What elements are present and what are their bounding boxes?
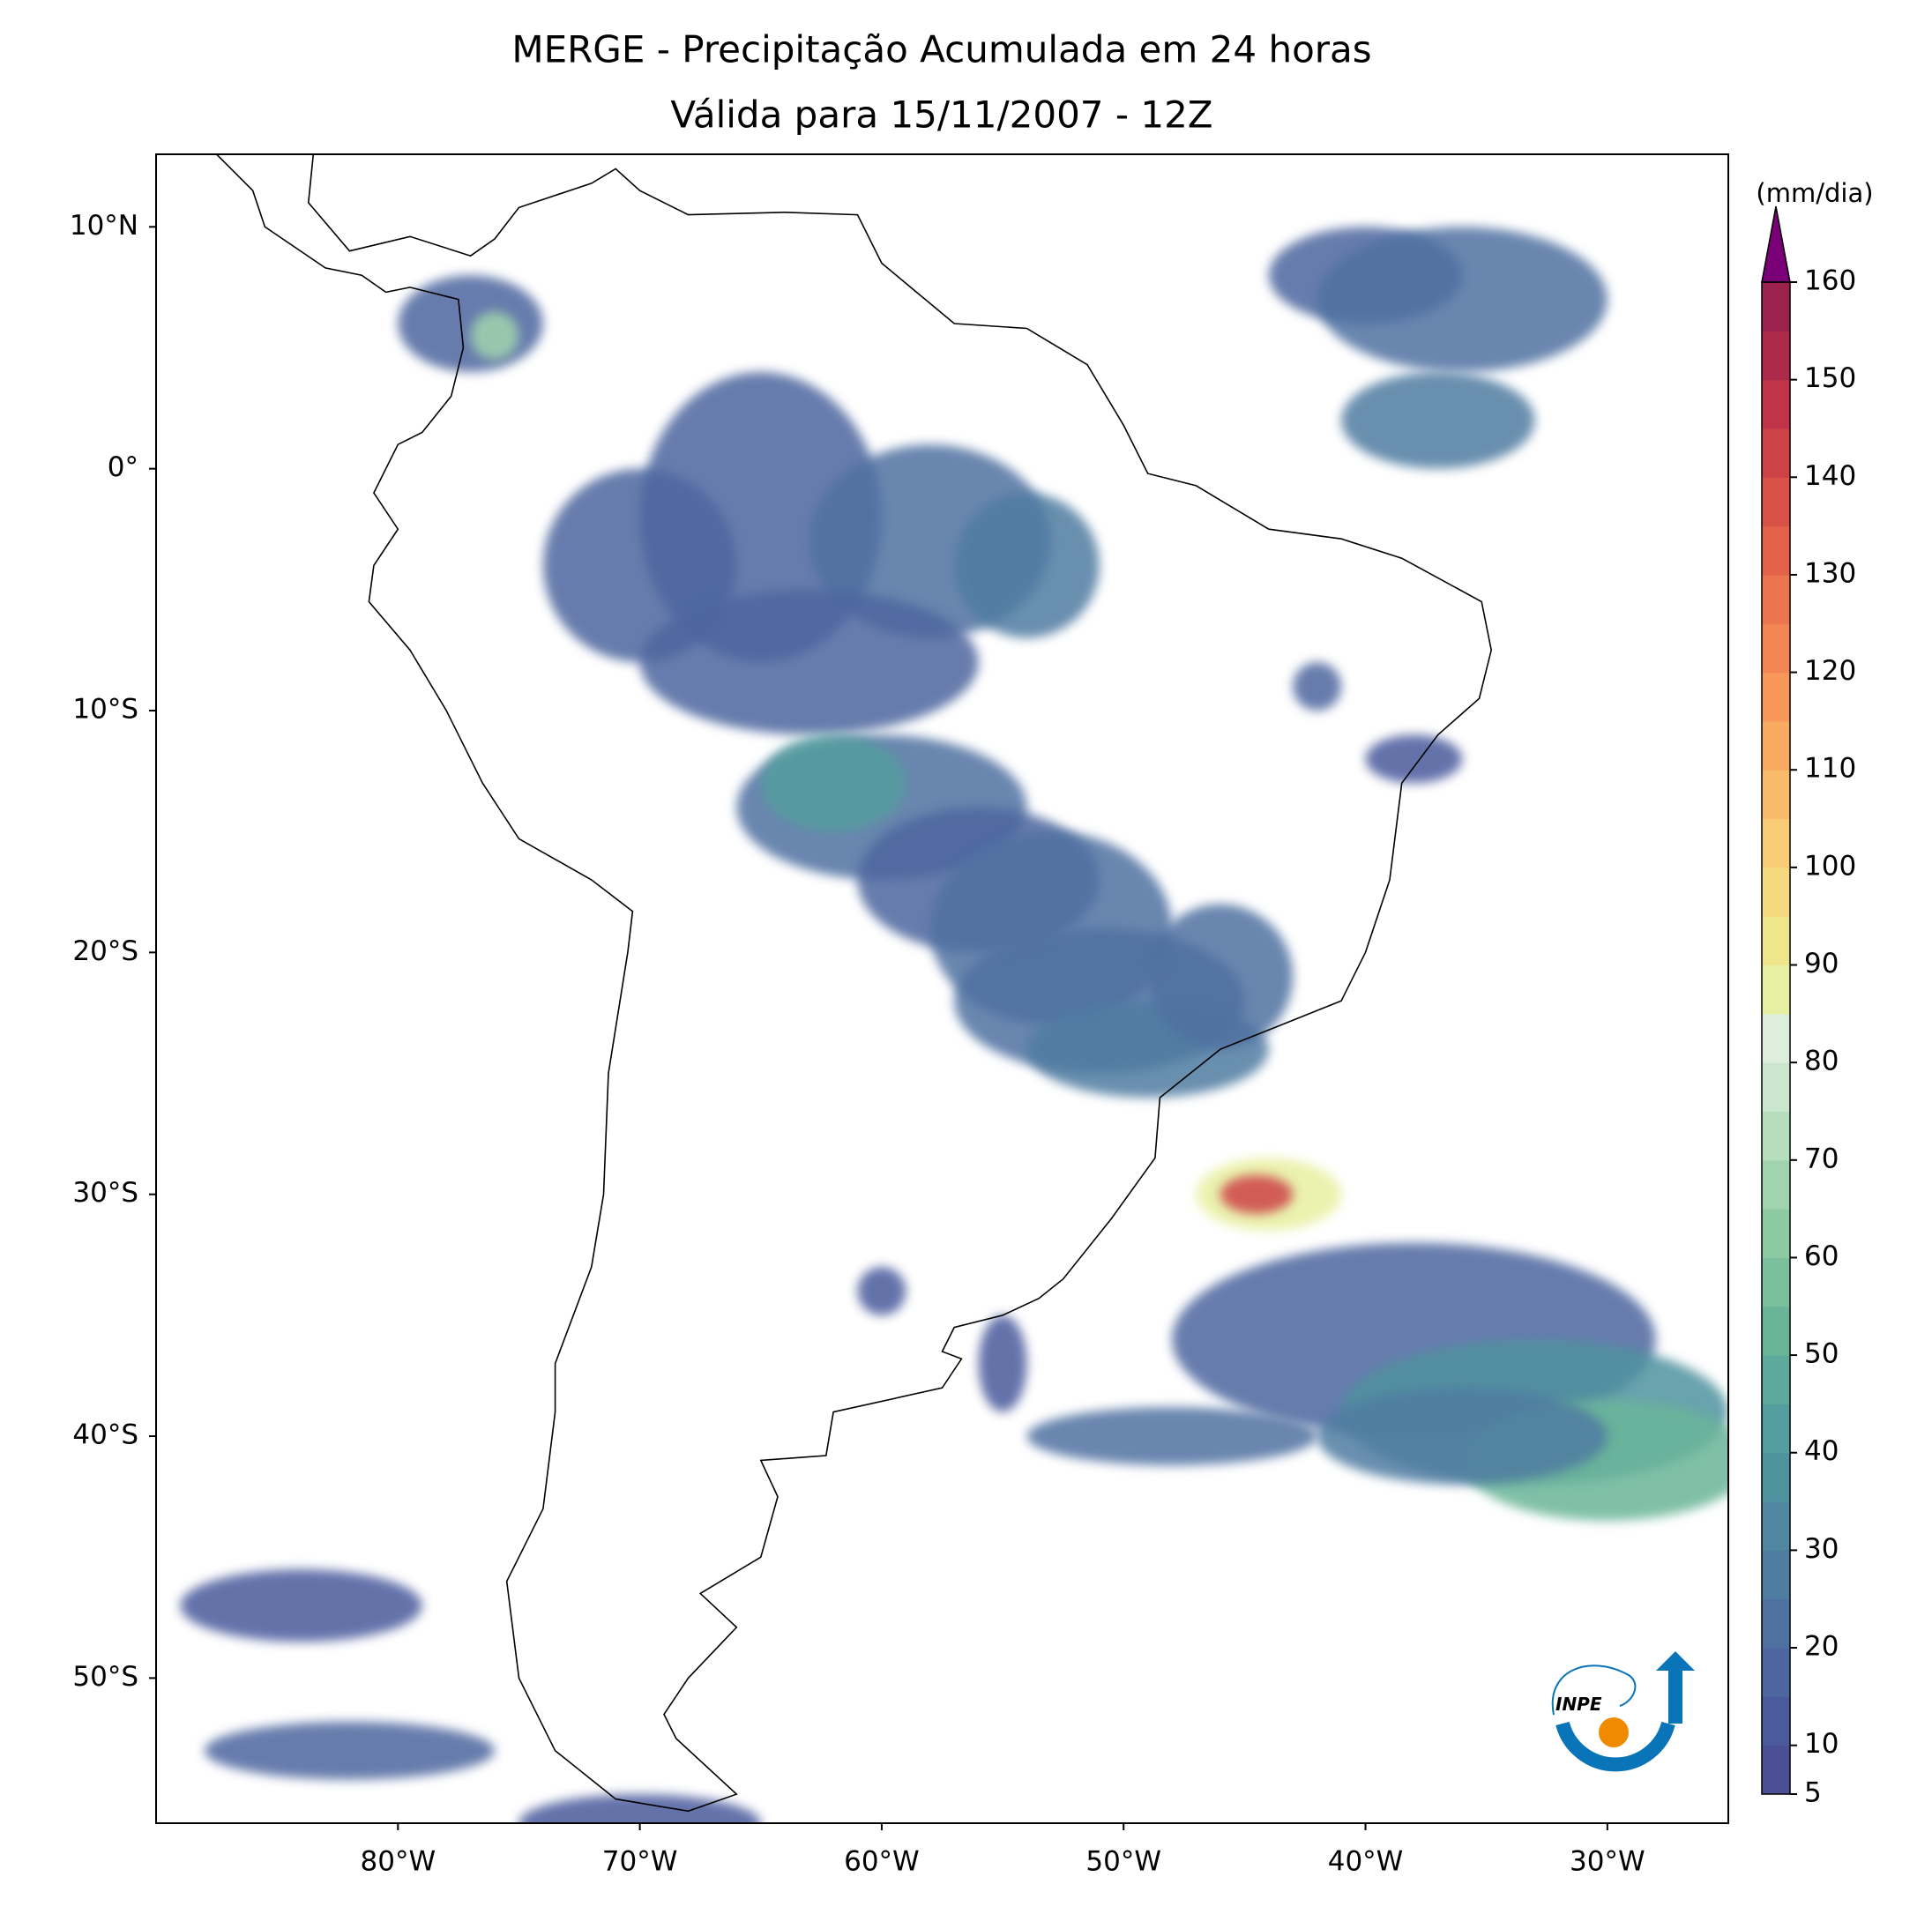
title: MERGE - Precipitação Acumulada em 24 hor… <box>511 28 1371 71</box>
precip-patch <box>180 1568 422 1642</box>
colorbar-band <box>1762 428 1790 478</box>
colorbar-tick-label: 140 <box>1804 460 1856 492</box>
colorbar-band <box>1762 720 1790 771</box>
precip-patch <box>1293 662 1342 711</box>
colorbar-tick-label: 100 <box>1804 850 1856 882</box>
colorbar-band <box>1762 1062 1790 1112</box>
colorbar-band <box>1762 1306 1790 1356</box>
x-tick-label: 40°W <box>1328 1846 1404 1878</box>
precip-patch <box>1026 1407 1317 1465</box>
colorbar-band <box>1762 1355 1790 1404</box>
y-tick-label: 50°S <box>72 1661 138 1693</box>
colorbar-band <box>1762 1648 1790 1697</box>
precip-patch <box>470 311 519 361</box>
colorbar-band <box>1762 1159 1790 1210</box>
logo-arc <box>1555 1721 1675 1772</box>
colorbar: 5 10 20 30 40 50 60 70 80 90 100 110 120 130 140 150 160 <box>1761 205 1856 1809</box>
x-tick-label: 50°W <box>1085 1846 1161 1878</box>
y-tick-label: 0° <box>108 451 138 483</box>
map-frame <box>155 153 1729 1824</box>
colorbar-band <box>1762 964 1790 1015</box>
colorbar-band <box>1762 282 1790 331</box>
precip-patch <box>978 1314 1027 1412</box>
colorbar-band <box>1762 1696 1790 1746</box>
colorbar-tick-label: 90 <box>1804 948 1839 979</box>
colorbar-band <box>1762 1452 1790 1502</box>
colorbar-tick-label: 10 <box>1804 1728 1839 1760</box>
precip-patch <box>857 1267 906 1315</box>
colorbar-tick-label: 150 <box>1804 362 1856 394</box>
coastline <box>216 154 1493 1813</box>
colorbar-band <box>1762 525 1790 576</box>
colorbar-band <box>1762 379 1790 429</box>
x-tick-label: 60°W <box>844 1846 920 1878</box>
colorbar-band <box>1762 1257 1790 1307</box>
colorbar-tick-label: 120 <box>1804 655 1856 687</box>
inpe-logo: INPE <box>1551 1651 1695 1772</box>
colorbar-band <box>1762 818 1790 868</box>
y-tick-label: 30°S <box>72 1177 138 1209</box>
colorbar-tick-label: 30 <box>1804 1533 1839 1565</box>
precip-patch <box>1365 734 1463 784</box>
x-tick-label: 30°W <box>1570 1846 1645 1878</box>
colorbar-band <box>1762 1013 1790 1063</box>
colorbar-extend <box>1761 205 1791 283</box>
colorbar-band <box>1762 477 1790 527</box>
colorbar-band <box>1762 1209 1790 1258</box>
precip-patch <box>1220 1174 1294 1214</box>
colorbar-tick-label: 80 <box>1804 1046 1839 1077</box>
colorbar-band <box>1762 574 1790 624</box>
colorbar-tick-label: 160 <box>1804 265 1856 297</box>
colorbar-band <box>1762 623 1790 674</box>
colorbar-band <box>1762 867 1790 917</box>
precip-patch <box>1147 904 1294 1050</box>
colorbar-tick-label: 130 <box>1804 557 1856 589</box>
colorbar-tick-label: 110 <box>1804 753 1856 785</box>
colorbar-band <box>1762 331 1790 381</box>
logo-sun <box>1599 1717 1629 1747</box>
x-tick-label: 70°W <box>602 1846 678 1878</box>
y-tick-label: 10°N <box>70 210 138 242</box>
colorbar-band <box>1762 1501 1790 1551</box>
precip-patch <box>760 734 906 832</box>
colorbar-tick-label: 40 <box>1804 1435 1839 1467</box>
colorbar-frame <box>1761 281 1791 1795</box>
subtitle: Válida para 15/11/2007 - 12Z <box>670 93 1212 137</box>
x-tick-label: 80°W <box>361 1846 436 1878</box>
colorbar-tick-label: 70 <box>1804 1143 1839 1174</box>
precip-patch <box>954 493 1100 638</box>
map-area <box>180 154 1728 1823</box>
logo-orbit <box>1551 1665 1637 1716</box>
colorbar-band <box>1762 672 1790 722</box>
colorbar-label: (mm/dia) <box>1756 178 1873 208</box>
precip-patch <box>204 1721 496 1780</box>
precip-patch <box>1317 227 1608 372</box>
colorbar-tick-label: 5 <box>1804 1777 1822 1809</box>
precip-patch <box>639 589 979 735</box>
colorbar-tick-label: 60 <box>1804 1240 1839 1272</box>
y-tick-label: 40°S <box>72 1419 138 1451</box>
precip-patch <box>1341 371 1535 469</box>
colorbar-band <box>1762 1404 1790 1454</box>
colorbar-band <box>1762 1550 1790 1600</box>
precip-patch <box>1317 1388 1608 1485</box>
colorbar-band <box>1762 1111 1790 1161</box>
precip-patch <box>518 1794 761 1823</box>
colorbar-band <box>1762 916 1790 966</box>
colorbar-band <box>1762 770 1790 820</box>
colorbar-tick-label: 50 <box>1804 1338 1839 1370</box>
colorbar-band <box>1762 1745 1790 1795</box>
logo-text: INPE <box>1555 1694 1602 1715</box>
colorbar-tick-label: 20 <box>1804 1631 1839 1663</box>
y-tick-label: 10°S <box>72 694 138 726</box>
colorbar-band <box>1762 1598 1790 1649</box>
y-tick-label: 20°S <box>72 935 138 967</box>
logo-arrow <box>1656 1651 1695 1724</box>
